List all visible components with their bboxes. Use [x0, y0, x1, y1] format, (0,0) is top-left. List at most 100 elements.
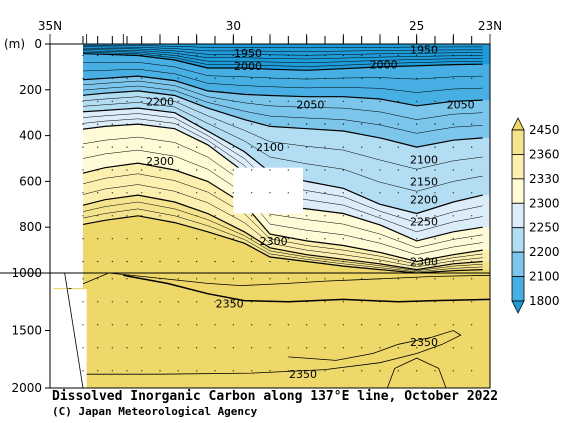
station-dot-21-1850 [452, 370, 454, 372]
station-dot-13-1450 [306, 324, 308, 326]
station-dot-12-550 [287, 169, 289, 171]
station-dot-10-150 [251, 77, 253, 79]
contour-minor-4-2 [68, 149, 483, 255]
station-dot-3-450 [126, 146, 128, 148]
station-dot-11-1250 [269, 301, 271, 303]
station-dot-16-650 [361, 192, 363, 194]
station-dot-14-1050 [324, 278, 326, 280]
contour-label-10: 2150 [410, 175, 438, 188]
station-dot-9-1250 [232, 301, 234, 303]
contour-label-3: 2000 [370, 59, 398, 72]
station-dot-20-1250 [434, 301, 436, 303]
station-dot-19-1250 [416, 301, 418, 303]
station-dot-14-950 [324, 260, 326, 263]
contour-minor-2-1 [68, 96, 483, 170]
y-tick-label-upper-1: 200 [19, 83, 42, 97]
x-tick-label-1: 30 [226, 19, 241, 33]
colorbar-label-0: 2450 [529, 123, 560, 137]
station-dot-0-250 [82, 100, 84, 102]
station-dot-5-1050 [159, 278, 161, 280]
station-dot-8-1050 [214, 278, 216, 280]
station-dot-6-550 [177, 169, 179, 171]
contour-dome [386, 357, 447, 388]
station-dot-14-750 [324, 215, 326, 217]
station-dot-11-450 [269, 146, 271, 148]
station-dot-6-150 [177, 77, 179, 79]
station-dot-0-850 [82, 238, 84, 240]
station-dot-12-950 [287, 260, 289, 263]
station-dot-9-1050 [232, 278, 234, 280]
contour-label-6: 2050 [447, 99, 475, 112]
station-dot-11-350 [269, 123, 271, 125]
station-dot-2-250 [111, 100, 113, 102]
station-dot-14-550 [324, 169, 326, 171]
station-dot-7-1250 [196, 301, 198, 303]
station-dot-15-1450 [342, 324, 344, 326]
station-dot-22-1050 [471, 278, 473, 280]
station-dot-6-1050 [177, 278, 179, 280]
station-dot-17-350 [379, 123, 381, 125]
contour-surface-5 [68, 50, 483, 64]
station-dot-11-250 [269, 100, 271, 102]
station-dot-5-1250 [159, 301, 161, 303]
station-dot-13-1850 [306, 370, 308, 372]
station-dot-16-550 [361, 169, 363, 171]
station-dot-20-50 [434, 54, 436, 57]
station-dot-8-850 [214, 238, 216, 240]
contour-surface-2 [68, 46, 483, 52]
station-dot-7-1050 [196, 278, 198, 280]
station-dot-16-850 [361, 238, 363, 240]
station-dot-19-450 [416, 146, 418, 148]
station-dot-18-250 [397, 100, 399, 102]
contour-label-9: 2300 [146, 155, 174, 168]
station-dot-10-450 [251, 146, 253, 148]
station-dot-15-550 [342, 169, 344, 171]
station-dot-11-1450 [269, 324, 271, 326]
station-dot-8-1850 [214, 370, 216, 372]
station-dot-10-1450 [251, 324, 253, 326]
station-dot-8-250 [214, 100, 216, 102]
station-dot-7-50 [196, 54, 198, 57]
station-dot-17-50 [379, 54, 381, 57]
station-dot-21-850 [452, 238, 454, 240]
station-dot-17-550 [379, 169, 381, 171]
station-dot-21-1450 [452, 324, 454, 326]
station-dot-16-1850 [361, 370, 363, 372]
station-dot-21-450 [452, 146, 454, 148]
station-dot-14-450 [324, 146, 326, 148]
station-dot-1-50 [97, 54, 99, 57]
station-dot-6-450 [177, 146, 179, 148]
station-dot-13-350 [306, 123, 308, 125]
station-dot-0-1450 [82, 324, 84, 326]
station-dot-1-350 [97, 123, 99, 125]
station-dot-21-950 [452, 260, 454, 263]
station-dot-1-850 [97, 238, 99, 240]
station-dot-3-50 [126, 54, 128, 57]
station-dot-22-550 [471, 169, 473, 171]
station-dot-3-350 [126, 123, 128, 125]
station-dot-15-150 [342, 77, 344, 79]
station-dot-18-750 [397, 215, 399, 217]
contour-surface-1 [68, 45, 483, 49]
station-dot-12-350 [287, 123, 289, 125]
station-dot-18-1850 [397, 370, 399, 372]
station-dot-21-1050 [452, 278, 454, 280]
colorbar-segment-6 [511, 251, 525, 277]
station-dot-6-1850 [177, 370, 179, 372]
station-dot-3-950 [126, 260, 128, 263]
station-dot-4-50 [141, 54, 143, 57]
station-dot-20-850 [434, 238, 436, 240]
station-dot-16-1450 [361, 324, 363, 326]
contour-surface-3 [68, 47, 483, 56]
station-dot-7-550 [196, 169, 198, 171]
station-dot-11-650 [269, 192, 271, 194]
station-dot-4-450 [141, 146, 143, 148]
contour-surface-4 [68, 48, 483, 60]
station-dot-2-150 [111, 77, 113, 79]
station-dot-8-750 [214, 215, 216, 217]
station-dot-4-750 [141, 215, 143, 217]
station-dot-14-150 [324, 77, 326, 79]
x-tick-label-2: 25 [409, 19, 424, 33]
station-dot-18-350 [397, 123, 399, 125]
contour-minor-5-2 [68, 184, 483, 268]
